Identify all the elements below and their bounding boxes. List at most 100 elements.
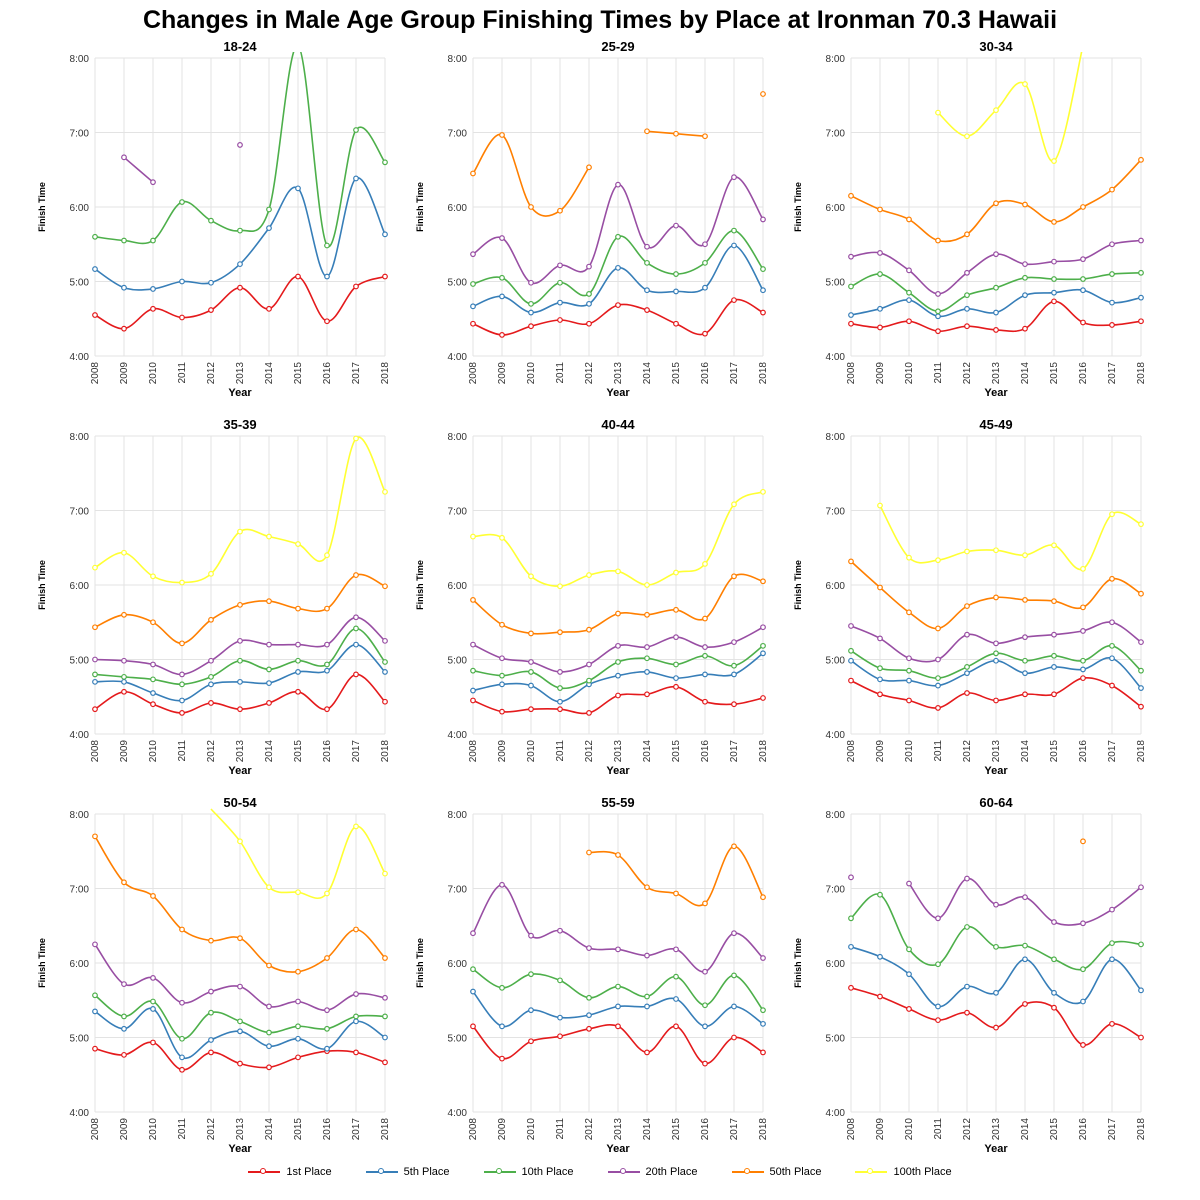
data-point — [673, 661, 679, 668]
data-point — [1138, 1034, 1144, 1041]
data-point — [1109, 682, 1115, 689]
x-tick-label: 2009 — [119, 740, 130, 763]
data-point — [935, 705, 941, 711]
series-line — [937, 52, 1083, 162]
data-point — [760, 1007, 766, 1014]
data-point — [848, 192, 854, 199]
data-point — [121, 284, 127, 291]
data-point — [470, 988, 476, 995]
data-point — [324, 1007, 330, 1014]
x-tick-label: 2010 — [904, 1118, 915, 1141]
data-point — [906, 267, 912, 274]
data-point — [1051, 289, 1057, 296]
x-tick-label: 2018 — [380, 362, 391, 385]
x-tick-label: 2010 — [526, 740, 537, 763]
data-point — [1138, 521, 1144, 528]
data-point — [179, 1054, 185, 1061]
data-point — [1051, 598, 1057, 605]
chart-grid: 2008 2009 2010 2011 2012 2013 2014 2015 2016 2017… — [37, 39, 1147, 1155]
data-point — [266, 598, 272, 605]
data-point — [266, 666, 272, 673]
data-point — [848, 647, 854, 654]
data-point — [179, 681, 185, 688]
data-point — [877, 635, 883, 642]
data-point — [673, 569, 679, 576]
data-point — [760, 624, 766, 631]
data-point — [644, 655, 650, 662]
y-tick-label: 4:00 — [826, 1108, 846, 1119]
series-10th Place — [92, 992, 388, 1042]
data-point — [266, 533, 272, 540]
x-tick-label: 2011 — [177, 740, 188, 762]
data-point — [528, 971, 534, 978]
data-point — [150, 676, 156, 683]
data-point — [1138, 884, 1144, 891]
data-point — [586, 164, 592, 171]
x-axis-label: Year — [606, 387, 630, 399]
panel-title: 40-44 — [601, 417, 635, 432]
data-point — [237, 1028, 243, 1035]
series-50th Place — [470, 573, 766, 637]
series-5th Place — [92, 641, 388, 704]
x-axis-label: Year — [984, 765, 1008, 777]
data-point — [877, 993, 883, 1000]
data-point — [673, 675, 679, 682]
data-point — [760, 309, 766, 316]
data-point — [557, 583, 563, 590]
data-point — [964, 603, 970, 610]
x-tick-label: 2015 — [671, 362, 682, 385]
data-point — [673, 222, 679, 229]
x-tick-label: 2008 — [468, 1118, 479, 1141]
data-point — [586, 263, 592, 270]
data-point — [615, 302, 621, 308]
x-tick-label: 2012 — [584, 740, 595, 763]
data-point — [586, 291, 592, 297]
data-point — [586, 1025, 592, 1032]
data-point — [586, 626, 592, 633]
data-point — [121, 237, 127, 244]
data-point — [731, 1003, 737, 1010]
data-point — [499, 681, 505, 688]
x-tick-label: 2018 — [380, 740, 391, 763]
data-point — [993, 200, 999, 207]
data-point — [935, 915, 941, 922]
x-tick-label: 2017 — [1107, 740, 1118, 763]
data-point — [266, 1064, 272, 1071]
data-point — [499, 672, 505, 679]
data-point — [993, 309, 999, 316]
data-point — [470, 667, 476, 674]
data-point — [382, 1013, 388, 1020]
data-point — [150, 661, 156, 668]
y-axis-label: Finish Time — [793, 182, 803, 232]
x-tick-label: 2012 — [962, 1118, 973, 1141]
series-10th Place — [848, 269, 1144, 315]
y-tick-label: 8:00 — [70, 54, 90, 65]
x-tick-label: 2015 — [671, 740, 682, 763]
data-point — [964, 548, 970, 555]
data-point — [935, 557, 941, 564]
x-tick-label: 2016 — [322, 740, 333, 763]
data-point — [528, 573, 534, 580]
data-point — [1080, 628, 1086, 634]
data-point — [615, 983, 621, 990]
data-point — [470, 687, 476, 694]
data-point — [1080, 920, 1086, 927]
x-tick-label: 2008 — [90, 740, 101, 763]
data-point — [644, 128, 650, 135]
y-axis-label: Finish Time — [415, 182, 425, 232]
data-point — [266, 1043, 272, 1050]
x-tick-label: 2013 — [991, 740, 1002, 763]
data-point — [150, 237, 156, 244]
x-tick-label: 2008 — [468, 740, 479, 763]
data-point — [615, 181, 621, 188]
data-point — [993, 1024, 999, 1031]
data-point — [121, 549, 127, 556]
data-point — [1080, 675, 1086, 682]
series-100th Place — [935, 52, 1083, 164]
panel-title: 45-49 — [979, 417, 1012, 432]
data-point — [237, 983, 243, 990]
data-point — [353, 283, 359, 290]
data-point — [673, 606, 679, 613]
data-point — [1051, 298, 1057, 305]
series-20th Place — [470, 624, 766, 675]
